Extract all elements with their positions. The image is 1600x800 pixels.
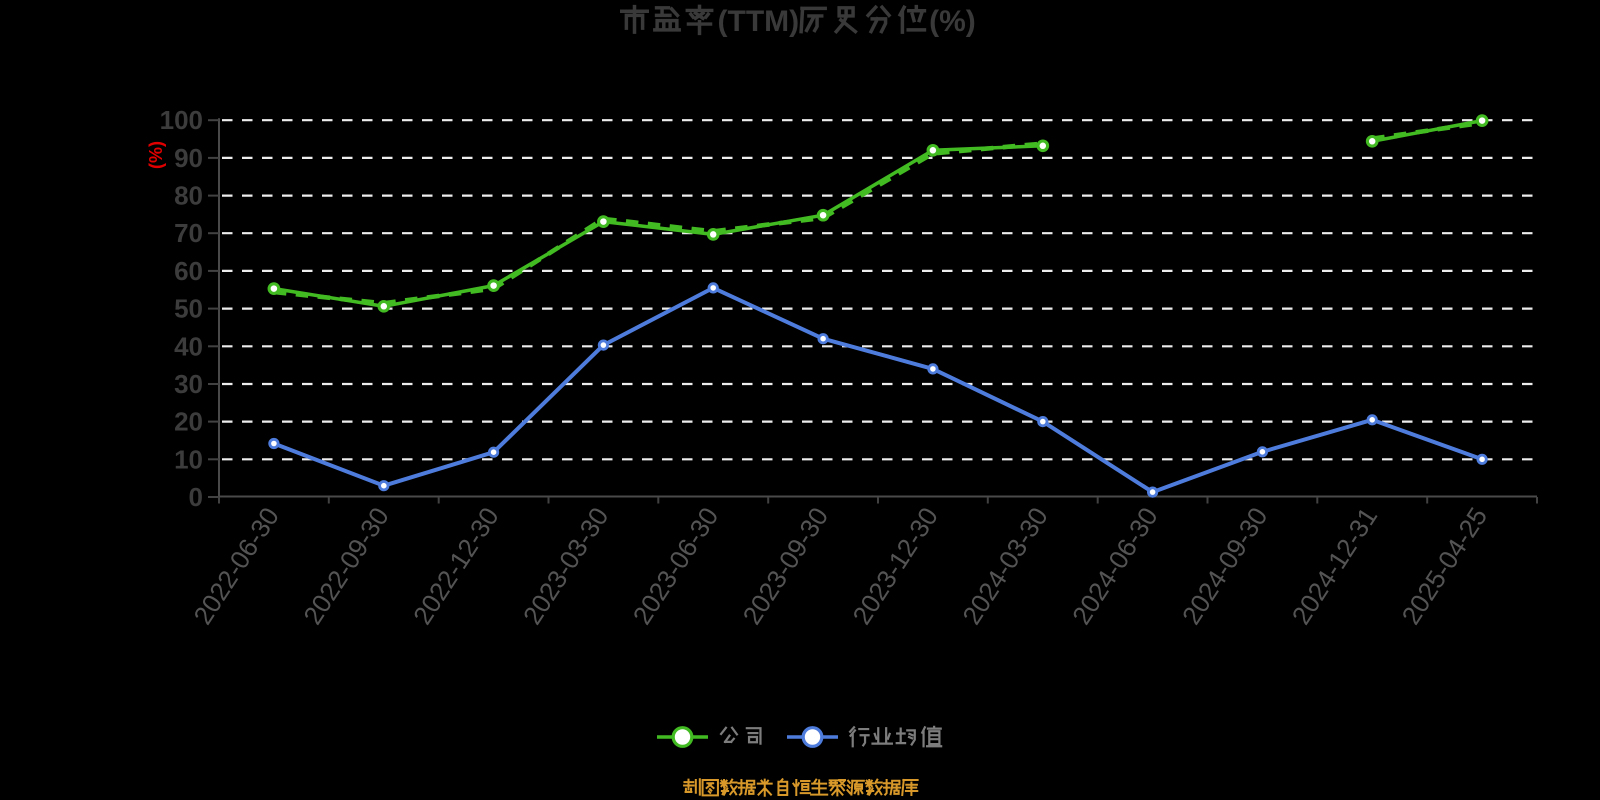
svg-text:70: 70 [174,218,203,248]
svg-text:100: 100 [160,105,203,135]
svg-text:(%): (%) [146,141,166,169]
svg-text:80: 80 [174,181,203,211]
svg-text:20: 20 [174,407,203,437]
svg-text:0: 0 [189,482,203,512]
svg-text:60: 60 [174,256,203,286]
svg-text:90: 90 [174,143,203,173]
svg-text:10: 10 [174,444,203,474]
svg-text:30: 30 [174,369,203,399]
svg-text:40: 40 [174,331,203,361]
svg-text:(%): (%) [929,5,976,38]
svg-text:50: 50 [174,294,203,324]
svg-text:(TTM): (TTM) [718,5,800,38]
